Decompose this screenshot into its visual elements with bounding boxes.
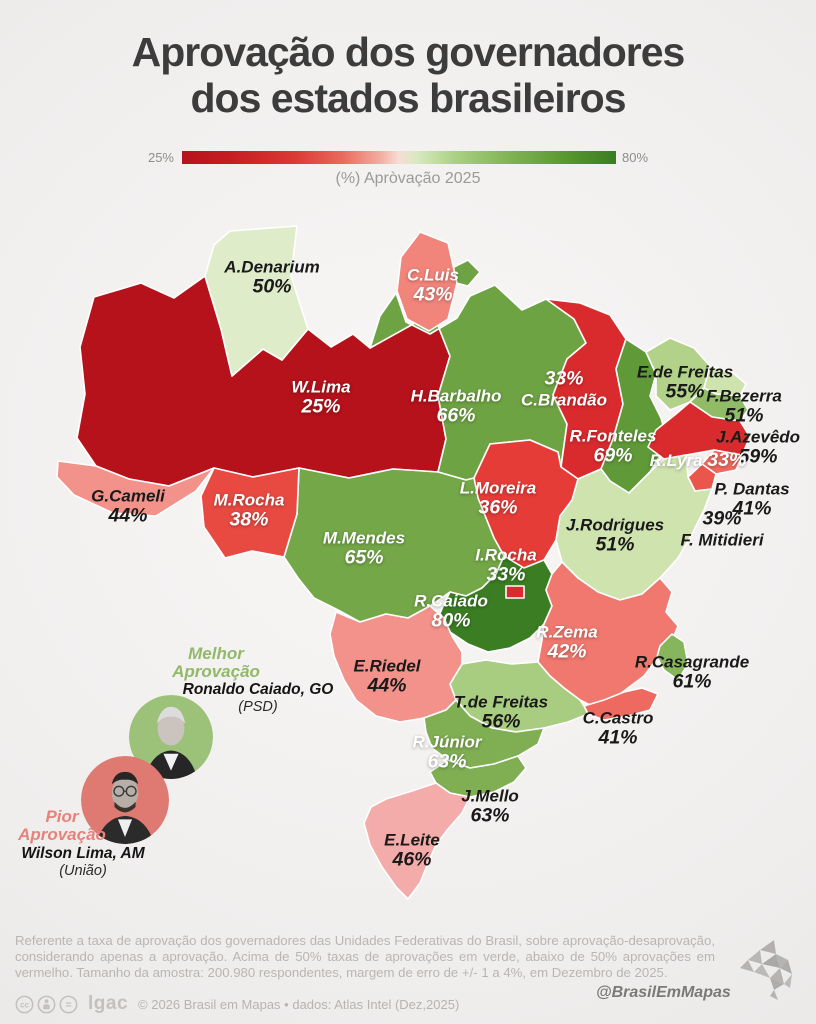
cc-nd-icon: = [59, 995, 78, 1013]
best-approval-name-block: Ronaldo Caiado, GO (PSD) [183, 679, 334, 715]
state-santa-catarina [429, 755, 527, 798]
legend-max-label: 80% [622, 150, 649, 165]
state-roraima [204, 225, 309, 377]
worst-tag-line1: Pior [45, 807, 79, 826]
state-rio-de-janeiro [583, 687, 659, 721]
state-pernambuco [647, 401, 751, 460]
copyright-credit: © 2026 Brasil em Mapas • dados: Atlas In… [138, 996, 460, 1012]
worst-approval-annotation: Pior Aprovação [18, 807, 106, 845]
worst-governor-party: (União) [59, 863, 107, 879]
state-mato-grosso-do-sul [329, 605, 463, 723]
state-espirito-santo [656, 633, 689, 681]
worst-governor-avatar [81, 756, 169, 844]
best-tag-line2: Aprovação [172, 662, 260, 682]
methodology-note: Referente a taxa de aprovação dos govern… [15, 933, 715, 981]
svg-text:=: = [65, 1000, 71, 1011]
page-title: Aprovação dos governadores dos estados b… [0, 29, 816, 122]
state-amapa [396, 231, 458, 332]
legend-gradient-bar [182, 151, 616, 164]
cc-icon: cc [15, 995, 34, 1013]
worst-approval-tag: Pior Aprovação [18, 807, 106, 845]
svg-text:cc: cc [20, 1000, 29, 1009]
state-rio-grande-do-sul [363, 782, 471, 900]
best-approval-tag: Melhor Aprovação [172, 644, 260, 682]
best-approval-annotation: Melhor Aprovação [172, 644, 260, 682]
worst-tag-line2: Aprovação [18, 825, 106, 845]
brasil-em-mapas-logo [740, 940, 792, 1000]
legend-caption: (%) Apròvação 2025 [335, 170, 481, 187]
best-governor-party: (PSD) [238, 699, 278, 715]
state-rondonia [200, 467, 300, 559]
state-distrito-federal [505, 585, 525, 599]
best-governor-name: Ronaldo Caiado, GO [182, 681, 334, 698]
cc-by-icon [37, 995, 56, 1013]
best-tag-line1: Melhor [188, 644, 244, 663]
social-handle: @BrasilEmMapas [596, 984, 731, 1001]
state-alagoas [701, 449, 743, 475]
worst-governor-name: Wilson Lima, AM [21, 845, 145, 862]
lgac-logo: lgac [88, 993, 129, 1014]
legend-min-label: 25% [147, 150, 174, 165]
title-line2: dos estados brasileiros [190, 74, 626, 121]
state-acre [56, 460, 215, 517]
cc-license-icons: cc = [15, 995, 78, 1014]
state-minas-gerais [537, 561, 679, 709]
color-legend: 25% 80% [0, 149, 816, 169]
title-line1: Aprovação dos governadores [131, 29, 686, 75]
worst-approval-name-block: Wilson Lima, AM (União) [21, 843, 144, 879]
credits-bar: cc = lgac © 2026 Brasil em Mapas • dados… [15, 992, 459, 1016]
